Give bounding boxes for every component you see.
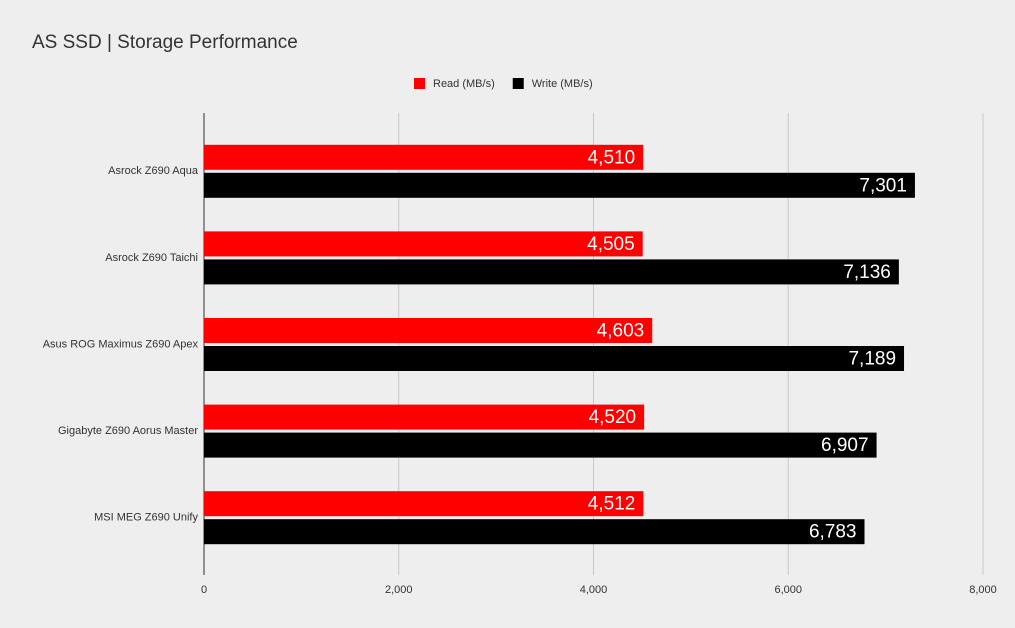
bar (204, 172, 915, 198)
x-tick-label: 8,000 (969, 584, 997, 596)
bar (204, 259, 899, 285)
y-tick-label: Asrock Z690 Aqua (108, 165, 199, 177)
y-tick-label: MSI MEG Z690 Unify (94, 512, 198, 524)
bar (204, 144, 644, 170)
bar (204, 346, 905, 371)
legend-swatch (414, 78, 425, 89)
y-tick-label: Asus ROG Maximus Z690 Apex (43, 338, 199, 350)
legend-label: Read (MB/s) (433, 78, 495, 90)
y-tick-label: Asrock Z690 Taichi (105, 252, 198, 264)
y-tick-label: Gigabyte Z690 Aorus Master (58, 425, 198, 437)
value-label: 4,603 (597, 321, 645, 342)
legend-label: Write (MB/s) (532, 78, 593, 90)
bar (204, 231, 643, 257)
value-label: 6,907 (821, 435, 869, 456)
value-label: 7,189 (848, 349, 896, 370)
x-tick-label: 6,000 (774, 584, 802, 596)
x-tick-label: 4,000 (580, 584, 608, 596)
value-label: 4,510 (588, 147, 636, 168)
bar (204, 519, 865, 545)
bar (204, 404, 645, 430)
chart-title: AS SSD | Storage Performance (32, 32, 298, 53)
bar (204, 318, 653, 343)
value-label: 7,136 (843, 262, 891, 283)
value-label: 4,520 (589, 407, 637, 428)
x-tick-label: 0 (201, 584, 207, 596)
value-label: 4,512 (588, 494, 636, 515)
bar (204, 491, 644, 517)
value-label: 7,301 (859, 175, 907, 196)
x-tick-label: 2,000 (385, 584, 413, 596)
value-label: 6,783 (809, 522, 857, 543)
bar (204, 432, 877, 458)
legend-swatch (512, 78, 524, 89)
value-label: 4,505 (587, 234, 635, 255)
